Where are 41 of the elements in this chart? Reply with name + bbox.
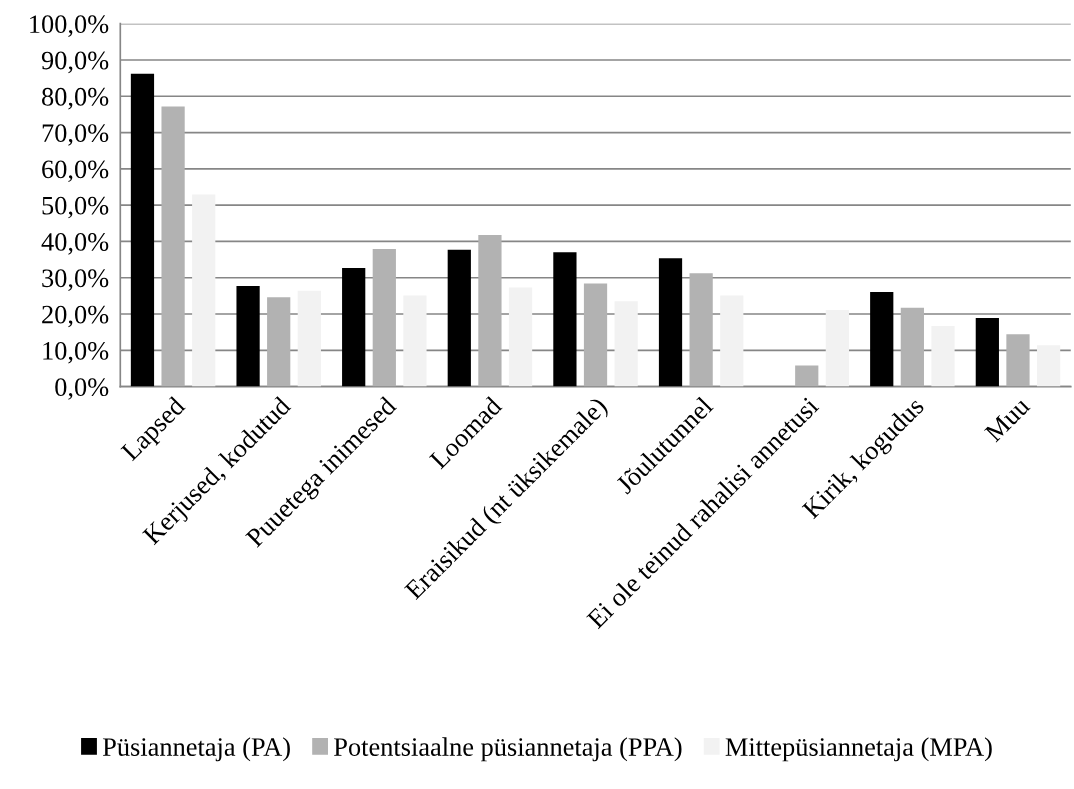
y-tick-label: 0,0%: [55, 378, 109, 400]
bar: [689, 273, 713, 387]
bar: [1036, 345, 1061, 387]
bar: [614, 301, 638, 387]
y-tick-label: 70,0%: [42, 124, 109, 146]
bar: [553, 252, 577, 387]
bar: [583, 283, 608, 387]
bar: [720, 295, 744, 387]
y-tick-label: 80,0%: [42, 87, 109, 110]
legend-label: Mittepüsiannetaja (MPA): [725, 737, 992, 762]
bar: [658, 258, 683, 387]
y-tick-label: 60,0%: [42, 160, 109, 183]
bar: [795, 365, 819, 387]
bar: [297, 290, 321, 387]
y-tick-label: 50,0%: [42, 196, 109, 219]
bar: [447, 249, 471, 387]
bar: [478, 234, 502, 387]
y-tick-label: 20,0%: [42, 305, 109, 328]
bar: [161, 106, 185, 387]
y-tick-label: 90,0%: [41, 51, 109, 74]
bar: [130, 73, 155, 387]
bar: [192, 194, 216, 387]
bar: [931, 326, 955, 387]
bar: [236, 286, 260, 387]
y-tick-label: 30,0%: [42, 269, 109, 291]
bar: [870, 291, 894, 387]
legend-label: Püsiannetaja (PA): [102, 737, 290, 762]
x-tick-label: Muu: [983, 395, 1031, 443]
bar: [508, 287, 533, 387]
bar: [900, 307, 924, 387]
bar: [267, 297, 291, 387]
y-tick-label: 100,0%: [30, 15, 109, 37]
bar: [372, 249, 396, 387]
y-tick-label: 40,0%: [41, 233, 109, 255]
bar: [403, 295, 427, 387]
bar: [825, 310, 849, 387]
bar: [975, 318, 999, 387]
legend-label: Potentsiaalne püsiannetaja (PPA): [334, 737, 682, 762]
bar: [342, 267, 366, 387]
y-tick-label: 10,0%: [43, 341, 109, 364]
bar: [1006, 334, 1030, 387]
